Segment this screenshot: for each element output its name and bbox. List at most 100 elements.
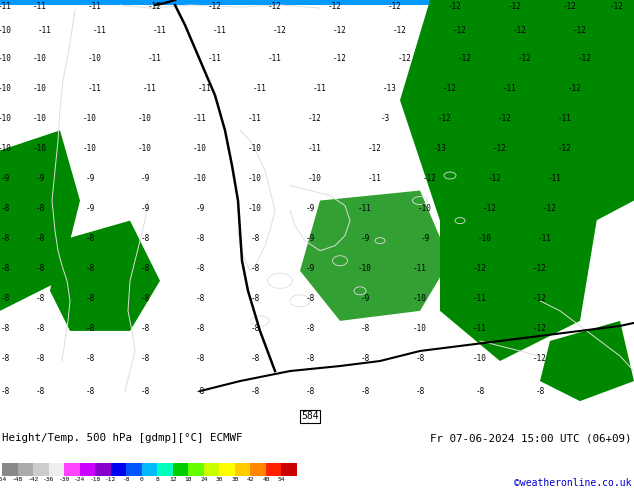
Text: -8: -8 [195,387,205,395]
Text: -10: -10 [33,84,47,93]
Text: -10: -10 [248,144,262,153]
Bar [235,463,250,476]
Text: -11: -11 [143,84,157,93]
Text: -8: -8 [140,324,150,333]
Text: -8: -8 [140,294,150,303]
Bar [173,463,188,476]
Text: -8: -8 [86,387,94,395]
Text: -8: -8 [250,264,260,273]
Text: -10: -10 [248,204,262,213]
Text: -12: -12 [508,1,522,10]
Polygon shape [400,0,634,261]
Text: -11: -11 [198,84,212,93]
Text: -8: -8 [476,387,484,395]
Text: -11: -11 [93,25,107,35]
Text: -9: -9 [140,174,150,183]
Text: -8: -8 [1,354,10,364]
Text: -30: -30 [58,477,70,482]
Text: -11: -11 [503,84,517,93]
Text: -9: -9 [306,234,314,243]
Text: -12: -12 [333,25,347,35]
Text: -9: -9 [306,204,314,213]
Text: -10: -10 [138,144,152,153]
Text: -11: -11 [153,25,167,35]
Text: -9: -9 [360,234,370,243]
Text: 0: 0 [140,477,144,482]
Polygon shape [540,321,634,401]
Text: -8: -8 [36,294,44,303]
Text: -12: -12 [513,25,527,35]
Bar [0,0,634,5]
Text: -12: -12 [533,294,547,303]
Text: -11: -11 [413,264,427,273]
Text: -8: -8 [195,234,205,243]
Text: -12: -12 [518,54,532,63]
Text: -12: -12 [423,174,437,183]
Text: -12: -12 [573,25,587,35]
Text: -12: -12 [458,54,472,63]
Text: -9: -9 [420,234,430,243]
Text: -8: -8 [250,324,260,333]
Text: -12: -12 [273,25,287,35]
Text: -10: -10 [193,174,207,183]
Text: -8: -8 [1,387,10,395]
Polygon shape [50,220,160,331]
Text: -12: -12 [148,1,162,10]
Text: -11: -11 [88,84,102,93]
Text: -8: -8 [306,294,314,303]
Text: -36: -36 [43,477,54,482]
Bar [188,463,204,476]
Text: ©weatheronline.co.uk: ©weatheronline.co.uk [515,478,632,488]
Text: -10: -10 [33,54,47,63]
Text: -12: -12 [208,1,222,10]
Text: -11: -11 [313,84,327,93]
Text: -10: -10 [413,324,427,333]
Text: -10: -10 [478,234,492,243]
Text: -8: -8 [1,264,10,273]
Text: -12: -12 [308,114,322,123]
Polygon shape [300,191,450,321]
Text: -10: -10 [193,144,207,153]
Polygon shape [0,130,80,311]
Text: -11: -11 [0,1,12,10]
Text: -12: -12 [610,1,624,10]
Text: -48: -48 [12,477,23,482]
Text: -12: -12 [533,324,547,333]
Text: -12: -12 [453,25,467,35]
Text: -10: -10 [0,84,12,93]
Text: -12: -12 [493,144,507,153]
Text: -12: -12 [578,54,592,63]
Bar [142,463,157,476]
Bar [33,463,49,476]
Text: -24: -24 [74,477,85,482]
Text: -8: -8 [140,234,150,243]
Text: -8: -8 [415,354,425,364]
Bar [18,463,33,476]
Text: -11: -11 [248,114,262,123]
Bar [219,463,235,476]
Text: -8: -8 [360,354,370,364]
Text: -8: -8 [140,354,150,364]
Text: -9: -9 [306,264,314,273]
Text: -13: -13 [433,144,447,153]
Text: -8: -8 [86,354,94,364]
Text: -12: -12 [388,1,402,10]
Text: Height/Temp. 500 hPa [gdmp][°C] ECMWF: Height/Temp. 500 hPa [gdmp][°C] ECMWF [2,433,242,443]
Text: -8: -8 [140,387,150,395]
Text: -10: -10 [248,174,262,183]
Text: -12: -12 [398,54,412,63]
Text: -8: -8 [306,387,314,395]
Text: -11: -11 [268,54,282,63]
Text: -10: -10 [83,144,97,153]
Polygon shape [440,160,600,361]
Text: -18: -18 [89,477,101,482]
Text: -11: -11 [208,54,222,63]
Bar [250,463,266,476]
Text: -11: -11 [558,114,572,123]
Text: -9: -9 [1,174,10,183]
Text: -8: -8 [250,354,260,364]
Text: -8: -8 [36,354,44,364]
Text: -9: -9 [140,204,150,213]
Text: -8: -8 [195,354,205,364]
Text: -10: -10 [138,114,152,123]
